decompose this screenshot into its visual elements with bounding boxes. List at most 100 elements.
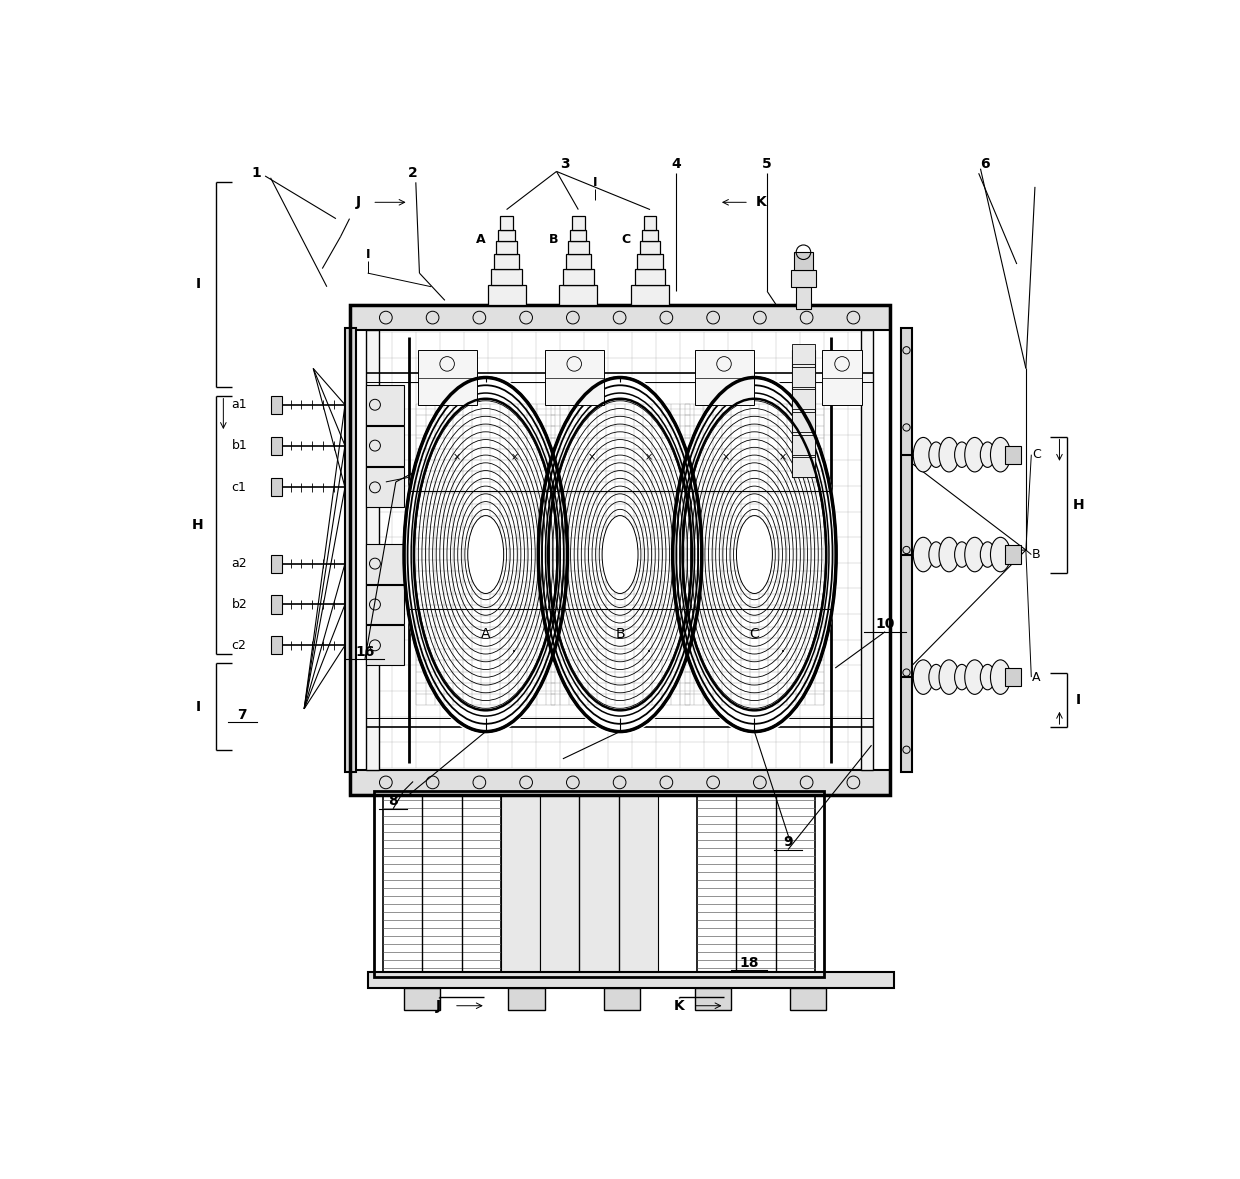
Text: ×: ×	[779, 453, 787, 462]
Bar	[791, 411, 815, 432]
Bar	[642, 230, 658, 242]
Text: I: I	[196, 699, 201, 713]
Bar	[791, 389, 815, 409]
Text: A: A	[481, 627, 491, 641]
Ellipse shape	[929, 542, 944, 567]
Text: B: B	[1032, 548, 1040, 561]
Text: J: J	[436, 999, 441, 1013]
Bar	[491, 269, 522, 285]
Ellipse shape	[955, 442, 970, 467]
Bar	[350, 305, 889, 795]
Text: I: I	[366, 249, 370, 262]
Ellipse shape	[965, 437, 985, 472]
Bar	[270, 479, 283, 496]
Bar	[368, 973, 894, 988]
Bar	[697, 795, 815, 973]
Text: a2: a2	[232, 558, 247, 571]
Bar	[572, 216, 585, 230]
Bar	[366, 625, 404, 665]
Text: C: C	[621, 233, 631, 246]
Bar	[500, 216, 513, 230]
Text: H: H	[192, 518, 203, 532]
Text: b2: b2	[232, 598, 247, 611]
Ellipse shape	[914, 538, 934, 572]
Text: ×: ×	[722, 453, 730, 462]
Text: 8: 8	[388, 795, 398, 809]
Text: ×: ×	[510, 453, 518, 462]
Ellipse shape	[929, 665, 944, 690]
Bar	[366, 467, 404, 507]
Text: c1: c1	[232, 481, 247, 494]
Ellipse shape	[939, 660, 959, 694]
Text: 3: 3	[560, 157, 569, 171]
Bar	[861, 330, 873, 770]
Bar	[568, 242, 589, 253]
Bar	[822, 350, 863, 404]
Text: B: B	[615, 627, 625, 641]
Text: 10: 10	[875, 618, 895, 632]
Bar	[790, 988, 826, 1010]
Bar	[544, 350, 604, 404]
Ellipse shape	[914, 660, 934, 694]
Bar	[900, 328, 913, 772]
Ellipse shape	[603, 515, 639, 593]
Text: 16: 16	[356, 645, 374, 659]
Ellipse shape	[955, 665, 970, 690]
Bar	[563, 269, 594, 285]
Ellipse shape	[671, 374, 838, 736]
Text: •: •	[647, 648, 651, 654]
Text: 18: 18	[739, 956, 759, 970]
Bar	[270, 554, 283, 573]
Bar	[570, 230, 587, 242]
Bar	[270, 595, 283, 613]
Ellipse shape	[991, 660, 1011, 694]
Bar	[404, 988, 440, 1010]
Bar	[541, 795, 658, 973]
Ellipse shape	[929, 442, 944, 467]
Text: b1: b1	[232, 439, 247, 452]
Ellipse shape	[737, 515, 773, 593]
Bar	[541, 795, 658, 973]
Bar	[366, 330, 378, 770]
Ellipse shape	[537, 374, 703, 736]
Bar	[604, 988, 640, 1010]
Bar	[694, 350, 754, 404]
Text: C: C	[749, 627, 759, 641]
Bar	[791, 435, 815, 455]
Text: c2: c2	[232, 639, 247, 652]
Bar	[796, 286, 811, 309]
Bar	[270, 637, 283, 654]
Bar	[791, 367, 815, 387]
Text: I: I	[1076, 693, 1081, 706]
Bar	[496, 242, 517, 253]
Text: •: •	[512, 648, 516, 654]
Text: ×: ×	[588, 453, 595, 462]
Bar	[637, 253, 662, 269]
Bar	[383, 795, 501, 973]
Bar	[350, 305, 889, 330]
Bar	[1004, 668, 1022, 686]
Text: I: I	[593, 176, 596, 189]
Text: 6: 6	[980, 157, 990, 171]
Ellipse shape	[991, 538, 1011, 572]
Bar	[270, 396, 283, 414]
Bar	[640, 242, 661, 253]
Text: J: J	[356, 196, 361, 210]
Bar	[494, 253, 520, 269]
Ellipse shape	[991, 437, 1011, 472]
Bar	[791, 350, 815, 477]
Bar	[565, 253, 591, 269]
Bar	[374, 791, 825, 976]
Bar	[366, 585, 404, 625]
Bar	[501, 795, 541, 973]
Text: H: H	[1073, 498, 1084, 512]
Text: 5: 5	[763, 157, 773, 171]
Text: •: •	[781, 648, 785, 654]
Ellipse shape	[981, 442, 994, 467]
Text: 7: 7	[238, 709, 247, 723]
Text: ×: ×	[453, 453, 461, 462]
Bar	[791, 457, 815, 477]
Bar	[498, 230, 515, 242]
Bar	[795, 252, 812, 270]
Text: K: K	[673, 999, 684, 1013]
